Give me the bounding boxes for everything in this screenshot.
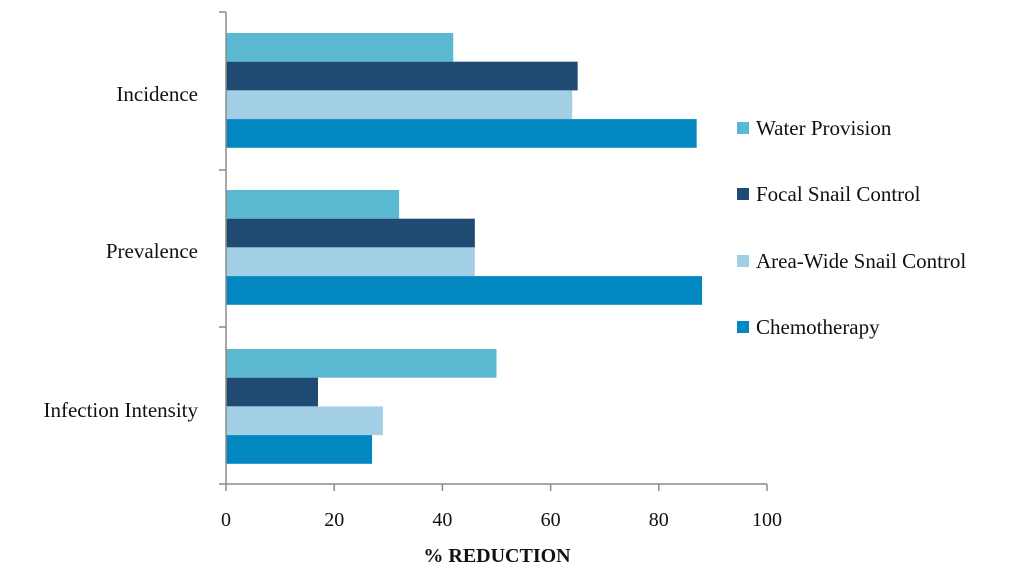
x-axis-title: % REDUCTION	[423, 545, 571, 567]
legend-swatch-area-wide-snail-control	[737, 255, 749, 267]
legend-swatch-focal-snail-control	[737, 188, 749, 200]
bars-group	[226, 33, 703, 464]
bar-infection-intensity-water-provision	[226, 349, 497, 378]
x-tick-label: 100	[752, 509, 782, 531]
legend-label-area-wide-snail-control: Area-Wide Snail Control	[756, 249, 966, 273]
bar-incidence-focal-snail-control	[226, 61, 578, 91]
bar-prevalence-focal-snail-control	[226, 218, 475, 248]
bar-infection-intensity-focal-snail-control	[226, 377, 318, 407]
x-tick-labels: 0 20 40 60 80 100	[221, 509, 782, 531]
x-tick-label: 40	[432, 509, 452, 531]
bar-infection-intensity-chemotherapy	[226, 435, 373, 464]
x-tick-label: 20	[324, 509, 344, 531]
category-label-incidence: Incidence	[116, 82, 198, 106]
legend-swatch-chemotherapy	[737, 321, 749, 333]
bar-incidence-area-wide-snail-control	[226, 90, 573, 120]
bar-prevalence-area-wide-snail-control	[226, 247, 475, 277]
bar-prevalence-chemotherapy	[226, 276, 703, 305]
legend-swatch-water-provision	[737, 122, 749, 134]
category-label-infection-intensity: Infection Intensity	[43, 398, 198, 422]
x-tick-label: 60	[541, 509, 561, 531]
axes-group	[219, 11, 768, 491]
bar-incidence-water-provision	[226, 33, 454, 62]
legend-label-focal-snail-control: Focal Snail Control	[756, 182, 921, 206]
legend-label-water-provision: Water Provision	[756, 116, 892, 140]
bar-infection-intensity-area-wide-snail-control	[226, 406, 383, 436]
category-label-prevalence: Prevalence	[106, 239, 198, 263]
x-tick-label: 80	[649, 509, 669, 531]
legend-label-chemotherapy: Chemotherapy	[756, 315, 880, 339]
category-labels: Incidence Prevalence Infection Intensity	[43, 82, 198, 422]
x-tick-label: 0	[221, 509, 231, 531]
legend: Water Provision Focal Snail Control Area-W…	[737, 116, 966, 339]
bar-prevalence-water-provision	[226, 190, 400, 219]
bar-incidence-chemotherapy	[226, 119, 697, 148]
